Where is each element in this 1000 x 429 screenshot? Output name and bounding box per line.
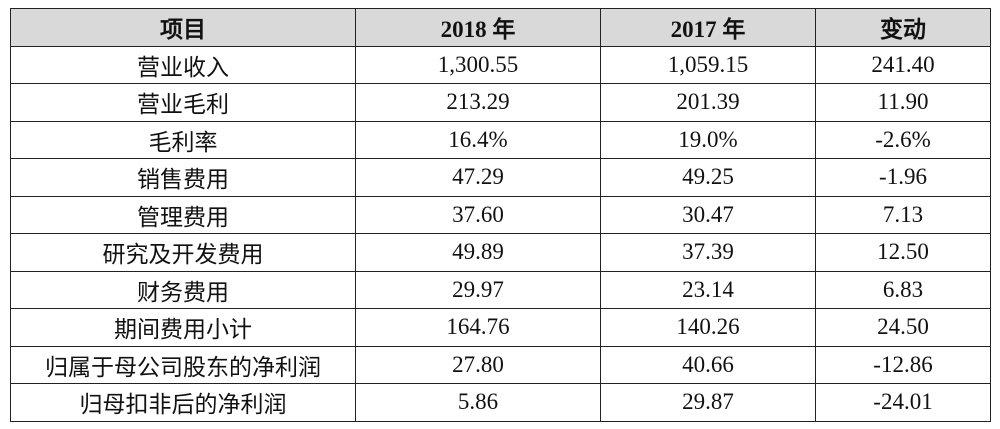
table-row: 期间费用小计 164.76 140.26 24.50	[10, 308, 991, 347]
value-cell: 27.80	[355, 345, 601, 384]
value-cell: 37.60	[355, 195, 601, 234]
value-cell: 164.76	[355, 308, 601, 347]
row-label: 归属于母公司股东的净利润	[10, 345, 356, 384]
value-cell: 29.87	[600, 383, 816, 422]
header-cell: 2018 年	[355, 8, 601, 47]
value-cell: -2.6%	[815, 120, 991, 159]
value-cell: 16.4%	[355, 120, 601, 159]
table-row: 营业毛利 213.29 201.39 11.90	[10, 83, 991, 122]
value-cell: 40.66	[600, 345, 816, 384]
row-label: 财务费用	[10, 270, 356, 309]
value-cell: -24.01	[815, 383, 991, 422]
table-row: 毛利率 16.4% 19.0% -2.6%	[10, 120, 991, 159]
row-label: 销售费用	[10, 158, 356, 197]
row-label: 管理费用	[10, 195, 356, 234]
header-cell: 变动	[815, 8, 991, 47]
table-row: 财务费用 29.97 23.14 6.83	[10, 270, 991, 309]
data-table: 项目 2018 年 2017 年变动 营业收入 1,300.55 1,059.15 241…	[10, 8, 991, 422]
value-cell: 23.14	[600, 270, 816, 309]
value-cell: 6.83	[815, 270, 991, 309]
table-row: 管理费用 37.60 30.47 7.13	[10, 195, 991, 234]
value-cell: 49.25	[600, 158, 816, 197]
header-cell: 2017 年	[600, 8, 816, 47]
value-cell: 1,300.55	[355, 45, 601, 84]
value-cell: 1,059.15	[600, 45, 816, 84]
value-cell: 19.0%	[600, 120, 816, 159]
table-row: 营业收入 1,300.55 1,059.15 241.40	[10, 45, 991, 84]
value-cell: 7.13	[815, 195, 991, 234]
header-row: 项目 2018 年 2017 年变动	[10, 8, 991, 47]
row-label: 毛利率	[10, 120, 356, 159]
value-cell: 5.86	[355, 383, 601, 422]
value-cell: 24.50	[815, 308, 991, 347]
value-cell: 11.90	[815, 83, 991, 122]
value-cell: 213.29	[355, 83, 601, 122]
header-cell: 项目	[10, 8, 356, 47]
value-cell: 29.97	[355, 270, 601, 309]
value-cell: 201.39	[600, 83, 816, 122]
row-label: 营业毛利	[10, 83, 356, 122]
value-cell: 140.26	[600, 308, 816, 347]
row-label: 归母扣非后的净利润	[10, 383, 356, 422]
table-row: 销售费用 47.29 49.25 -1.96	[10, 158, 991, 197]
value-cell: 49.89	[355, 233, 601, 272]
table-row: 研究及开发费用 49.89 37.39 12.50	[10, 233, 991, 272]
value-cell: 241.40	[815, 45, 991, 84]
value-cell: 30.47	[600, 195, 816, 234]
table-header: 项目 2018 年 2017 年变动	[10, 8, 991, 47]
row-label: 营业收入	[10, 45, 356, 84]
table-body: 营业收入 1,300.55 1,059.15 241.40 营业毛利 213.29 201.…	[10, 45, 991, 422]
value-cell: -12.86	[815, 345, 991, 384]
value-cell: 12.50	[815, 233, 991, 272]
row-label: 期间费用小计	[10, 308, 356, 347]
value-cell: -1.96	[815, 158, 991, 197]
value-cell: 47.29	[355, 158, 601, 197]
value-cell: 37.39	[600, 233, 816, 272]
table-row: 归属于母公司股东的净利润 27.80 40.66 -12.86	[10, 345, 991, 384]
table-row: 归母扣非后的净利润 5.86 29.87 -24.01	[10, 383, 991, 422]
row-label: 研究及开发费用	[10, 233, 356, 272]
